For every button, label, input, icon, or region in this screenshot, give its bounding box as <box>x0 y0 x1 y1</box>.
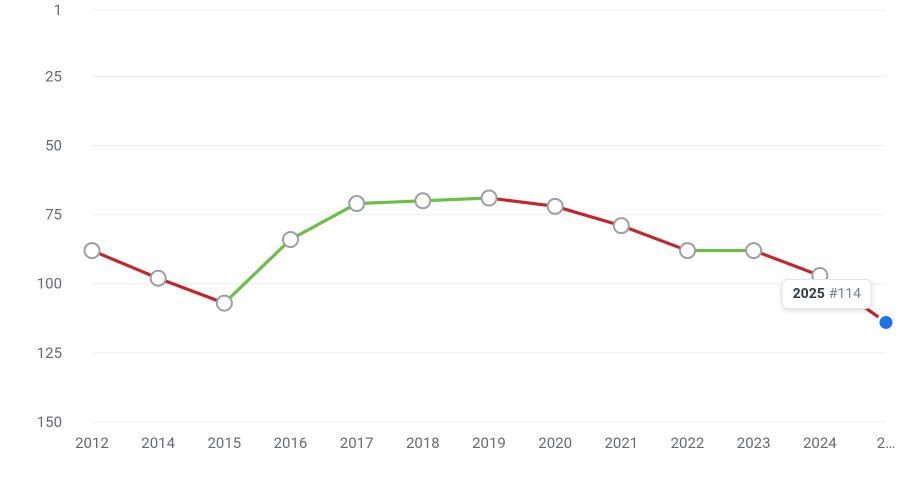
data-marker[interactable] <box>482 191 497 206</box>
ranking-over-time-chart: 1255075100125150201220142015201620172018… <box>0 0 912 501</box>
x-axis-label: 2021 <box>604 434 638 452</box>
x-axis-label: 2019 <box>472 434 506 452</box>
data-marker[interactable] <box>812 268 827 283</box>
line-segment <box>489 198 555 206</box>
data-marker[interactable] <box>217 296 232 311</box>
x-axis-label: 2018 <box>406 434 440 452</box>
line-segment <box>621 226 687 251</box>
y-axis-label: 100 <box>37 275 62 293</box>
x-axis-label: 2024 <box>803 434 837 452</box>
line-segment <box>754 251 820 276</box>
y-axis-label: 1 <box>54 1 62 19</box>
x-axis-label: 2017 <box>340 434 374 452</box>
y-axis-label: 150 <box>37 413 62 431</box>
chart-svg: 1255075100125150201220142015201620172018… <box>0 0 912 501</box>
y-axis-label: 50 <box>45 136 62 154</box>
y-axis-label: 25 <box>45 67 62 85</box>
y-axis-label: 75 <box>45 206 62 224</box>
x-axis-label: 2012 <box>75 434 109 452</box>
data-marker[interactable] <box>283 232 298 247</box>
data-marker[interactable] <box>614 218 629 233</box>
line-segment <box>224 240 290 304</box>
line-segment <box>158 278 224 303</box>
data-marker[interactable] <box>746 243 761 258</box>
line-segment <box>555 206 621 225</box>
data-marker[interactable] <box>415 193 430 208</box>
x-axis-label: 2… <box>877 434 895 452</box>
data-marker[interactable] <box>85 243 100 258</box>
data-marker[interactable] <box>548 199 563 214</box>
line-segment <box>291 204 357 240</box>
data-marker[interactable] <box>151 271 166 286</box>
line-segment <box>357 201 423 204</box>
x-axis-label: 2014 <box>141 434 175 452</box>
x-axis-label: 2023 <box>737 434 771 452</box>
data-marker[interactable] <box>680 243 695 258</box>
y-axis-label: 125 <box>37 344 62 362</box>
data-marker[interactable] <box>349 196 364 211</box>
x-axis-label: 2015 <box>207 434 241 452</box>
x-axis-label: 2022 <box>671 434 705 452</box>
x-axis-label: 2016 <box>274 434 308 452</box>
x-axis-label: 2020 <box>538 434 572 452</box>
line-segment <box>92 251 158 279</box>
highlight-marker[interactable] <box>878 314 894 330</box>
line-segment <box>423 198 489 201</box>
line-segment <box>820 275 886 322</box>
